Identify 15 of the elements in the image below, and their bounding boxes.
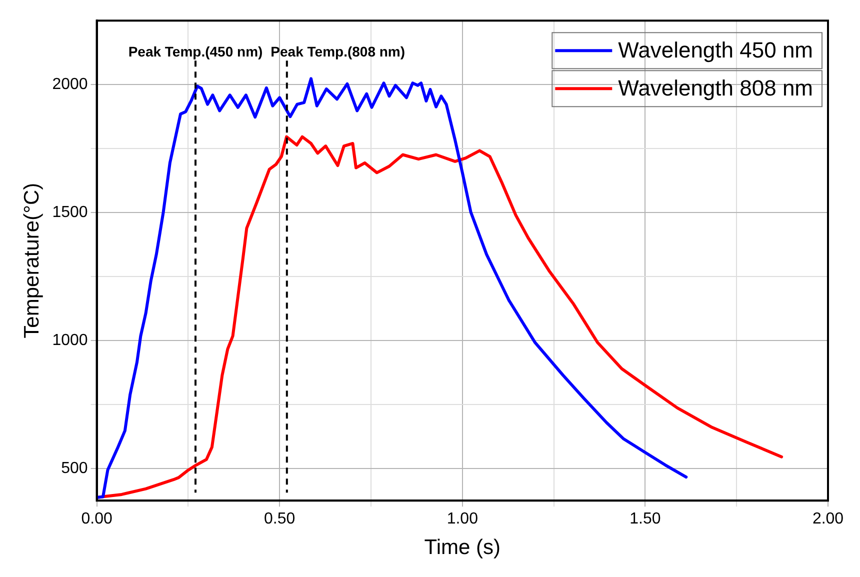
x-tick-label: 0.50 — [264, 510, 296, 528]
y-tick-label: 2000 — [52, 76, 88, 94]
ref-line-label: Peak Temp.(808 nm) — [270, 43, 406, 60]
x-axis-title: Time (s) — [424, 536, 501, 560]
ref-line-label: Peak Temp.(450 nm) — [128, 43, 263, 60]
y-axis-title: Temperature(°C) — [20, 182, 44, 338]
y-tick-label: 1000 — [52, 332, 88, 350]
legend-label: Wavelength 450 nm — [618, 38, 814, 63]
x-tick-label: 0.00 — [81, 510, 112, 528]
x-tick-label: 2.00 — [812, 510, 844, 528]
x-tick-label: 1.00 — [446, 510, 478, 528]
y-tick-label: 1500 — [52, 204, 88, 222]
y-tick-label: 500 — [61, 460, 88, 478]
legend-label: Wavelength 808 nm — [618, 76, 814, 101]
x-tick-label: 1.50 — [630, 510, 661, 528]
